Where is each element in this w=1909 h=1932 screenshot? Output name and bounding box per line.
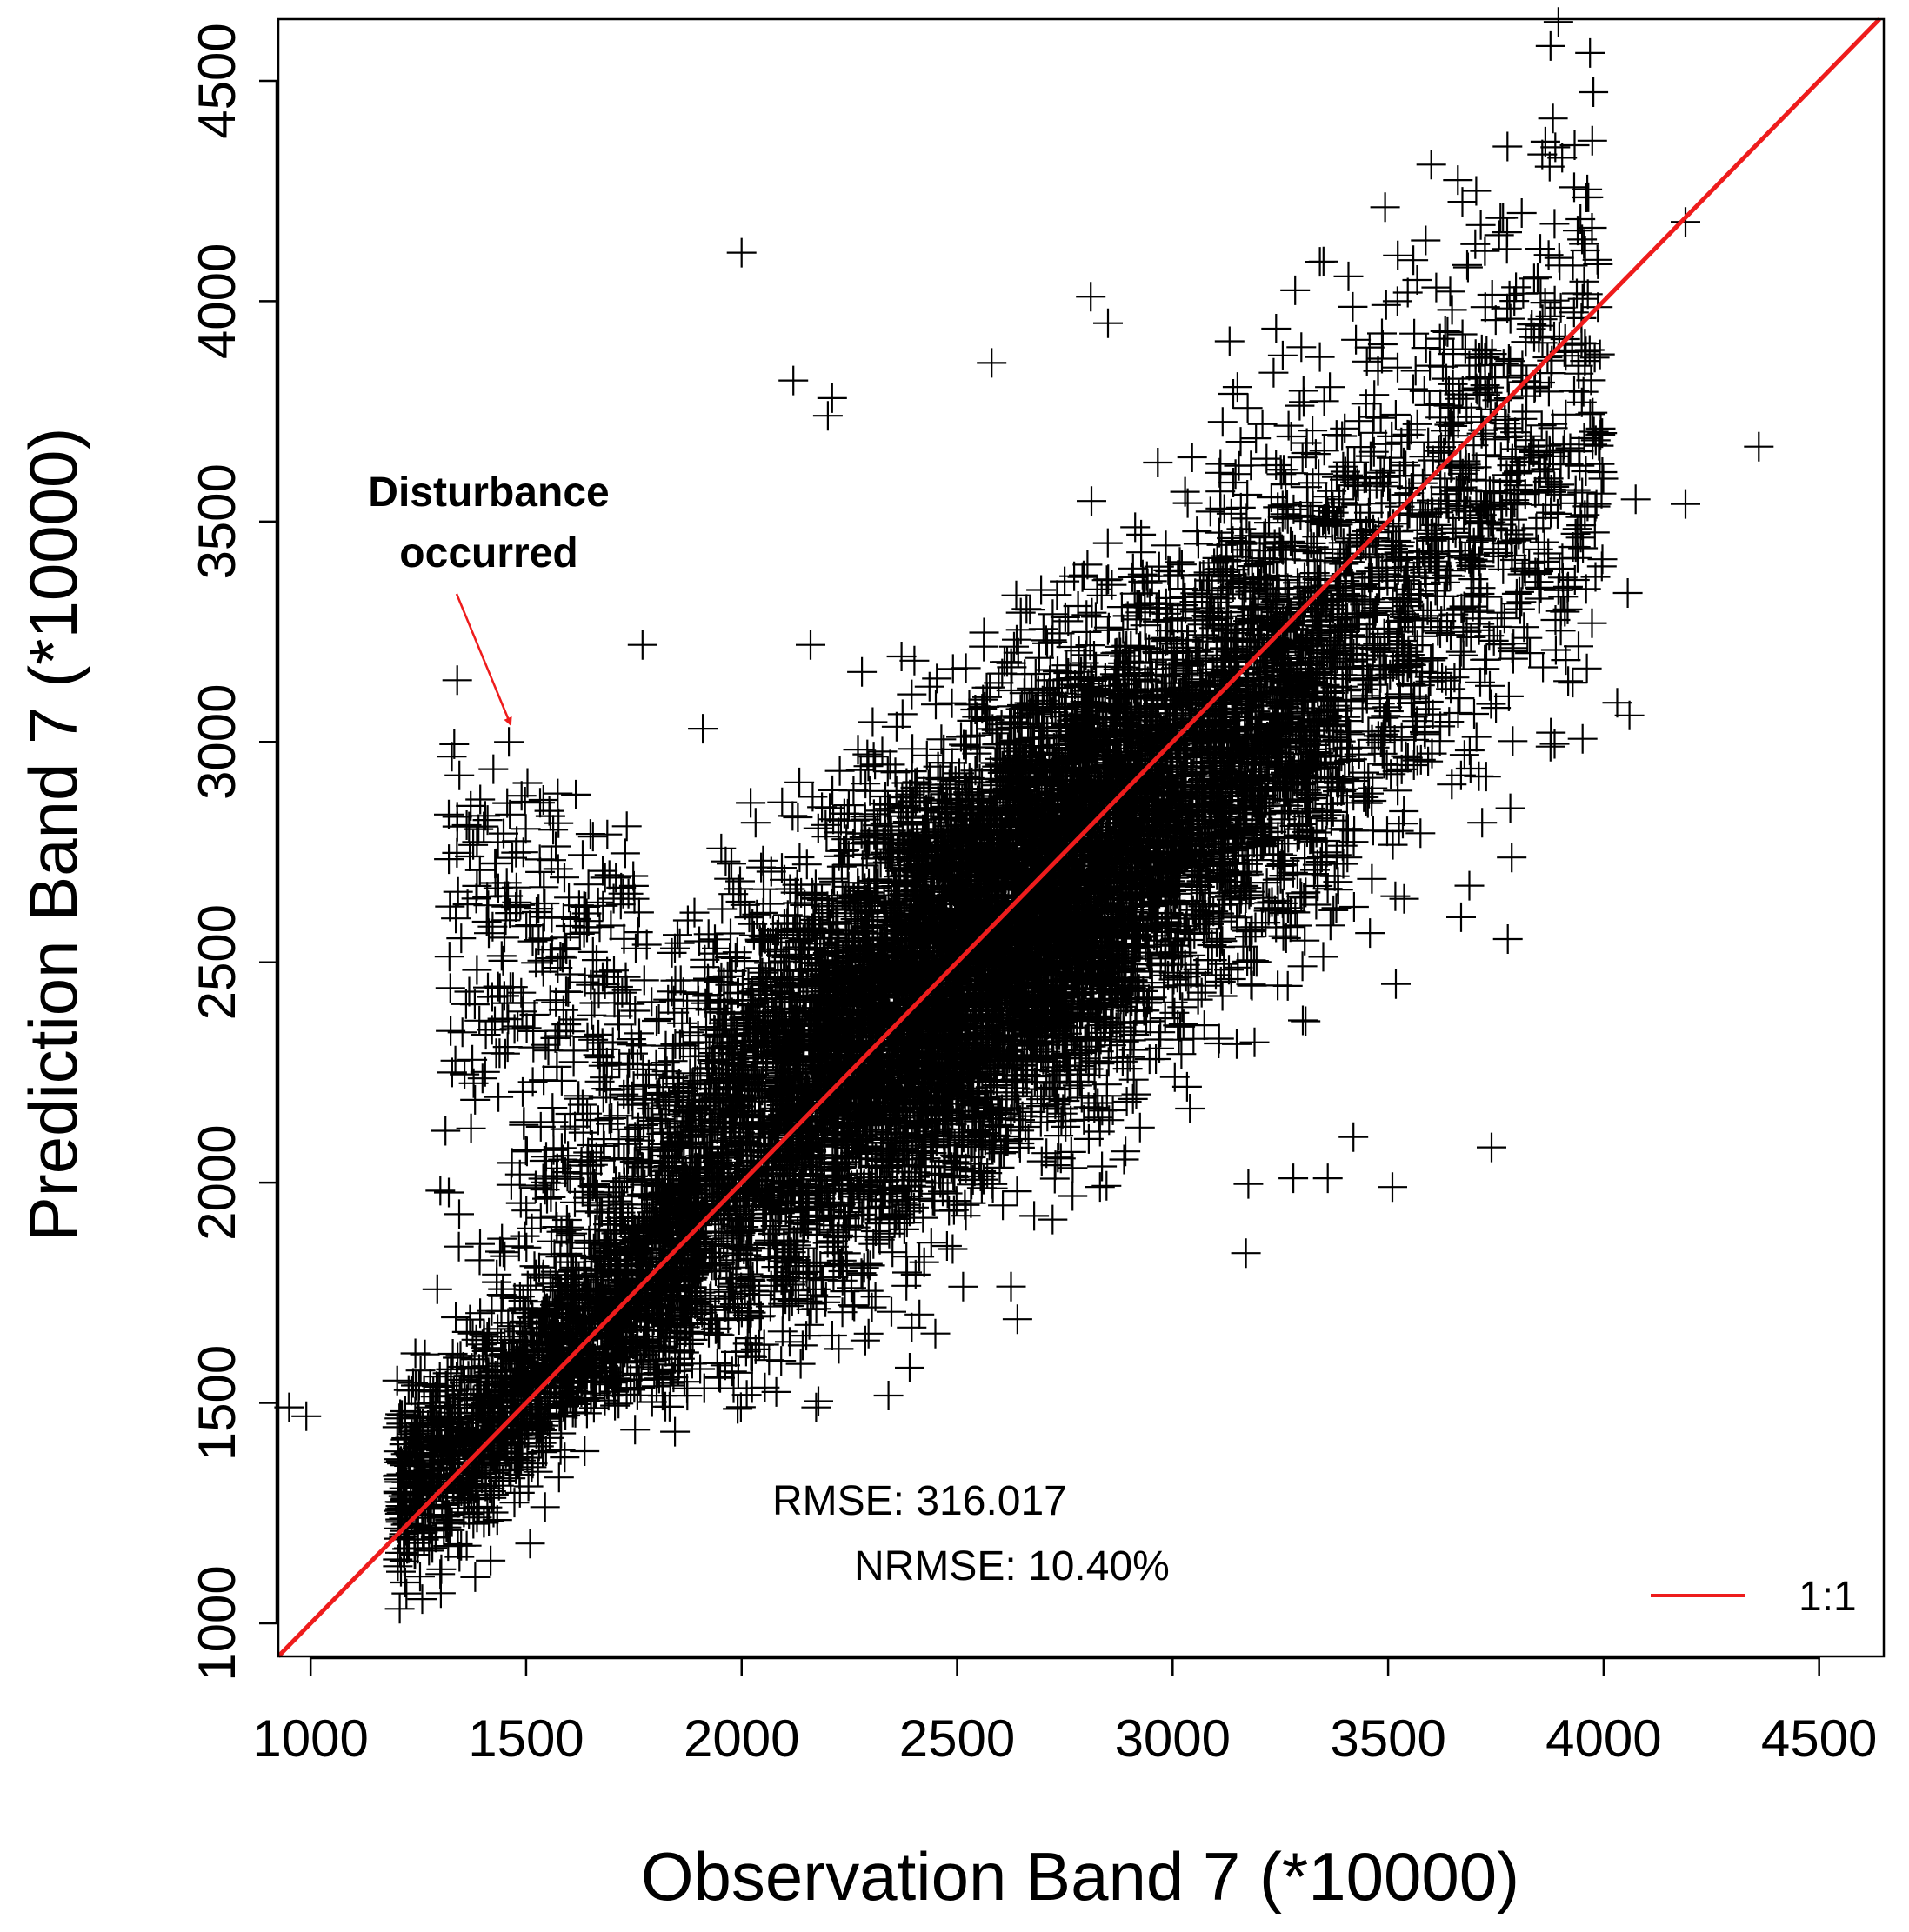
legend-label: 1:1 (1799, 1574, 1857, 1620)
y-axis-label: Prediction Band 7 (*10000) (15, 428, 91, 1242)
disturbance-annotation-line1: Disturbance (368, 470, 609, 516)
y-tick-label: 2500 (188, 904, 246, 1020)
y-tick-label: 3500 (188, 463, 246, 579)
points-layer (274, 7, 1774, 1624)
disturbance-annotation-line2: occurred (399, 530, 577, 576)
x-tick-label: 1500 (468, 1709, 584, 1768)
nrmse-label: NRMSE: 10.40% (854, 1543, 1170, 1589)
y-tick-label: 3000 (188, 684, 246, 800)
axes-layer: 1000 1500 2000 2500 3000 3500 4000 4500 1000 1500… (188, 23, 1877, 1768)
y-tick-label: 2000 (188, 1124, 246, 1240)
one-to-one-line (277, 17, 1881, 1658)
rmse-label: RMSE: 316.017 (772, 1478, 1067, 1524)
x-tick-label: 3500 (1330, 1709, 1445, 1768)
y-tick-label: 4500 (188, 23, 246, 138)
x-tick-label: 4500 (1761, 1709, 1877, 1768)
x-axis-label: Observation Band 7 (*10000) (641, 1838, 1519, 1915)
scatter-points (274, 150, 1774, 1431)
y-tick-label: 1000 (188, 1565, 246, 1681)
legend: 1:1 (1651, 1574, 1857, 1620)
x-tick-label: 1000 (252, 1709, 368, 1768)
x-tick-label: 2500 (899, 1709, 1015, 1768)
disturbance-arrow (455, 593, 512, 727)
y-tick-label: 4000 (188, 243, 246, 359)
y-tick-label: 1500 (188, 1345, 246, 1461)
x-tick-label: 4000 (1545, 1709, 1661, 1768)
plot-frame (277, 17, 1886, 1658)
reference-line-layer (277, 17, 1881, 1658)
x-tick-label: 2000 (684, 1709, 799, 1768)
x-tick-label: 3000 (1115, 1709, 1231, 1768)
